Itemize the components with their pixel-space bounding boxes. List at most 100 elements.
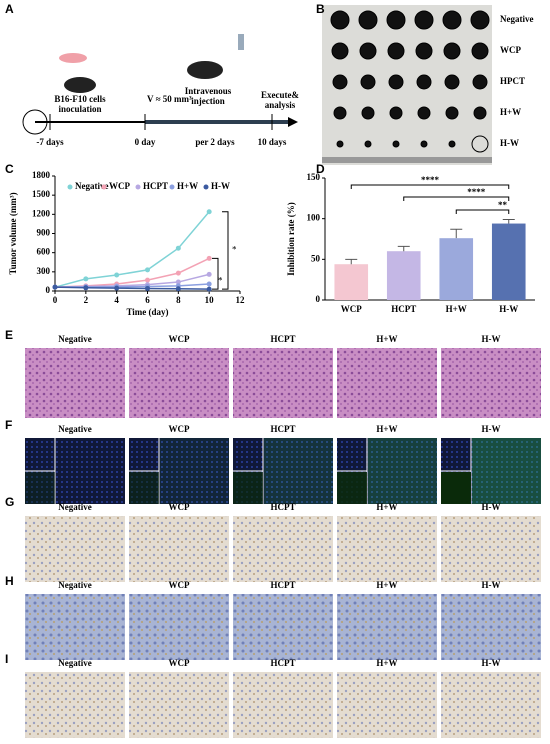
micrograph bbox=[25, 672, 125, 738]
group-label: HCPT bbox=[270, 502, 295, 512]
group-label: H-W bbox=[500, 138, 519, 148]
tumor bbox=[336, 140, 344, 148]
schematic bbox=[22, 34, 298, 135]
label: B16-F10 cells bbox=[54, 94, 106, 104]
y-tick-label: 1200 bbox=[32, 208, 51, 218]
green-channel bbox=[129, 472, 159, 504]
tumor bbox=[389, 106, 403, 120]
bar bbox=[334, 264, 369, 300]
legend-label: Negative bbox=[75, 181, 109, 191]
label: 10 days bbox=[258, 137, 287, 147]
y-tick-label: 1500 bbox=[32, 189, 51, 199]
group-label: H-W bbox=[482, 658, 501, 668]
legend-marker bbox=[169, 184, 175, 190]
y-tick-label: 300 bbox=[37, 266, 51, 276]
bracket bbox=[212, 257, 219, 290]
group-label: WCP bbox=[169, 580, 190, 590]
micrograph bbox=[441, 594, 541, 660]
group-label: H+W bbox=[500, 107, 521, 117]
y-tick-label: 0 bbox=[316, 294, 321, 304]
tumor bbox=[443, 42, 461, 60]
x-tick-label: 10 bbox=[205, 295, 215, 305]
micrograph bbox=[129, 594, 229, 660]
group-label: WCP bbox=[169, 334, 190, 344]
error-bar bbox=[345, 258, 358, 265]
micrograph bbox=[25, 516, 125, 582]
tumor bbox=[415, 42, 433, 60]
x-tick-label: 12 bbox=[236, 295, 246, 305]
point bbox=[175, 286, 181, 292]
group-label: Negative bbox=[58, 502, 92, 512]
tumor bbox=[442, 10, 462, 30]
panel-label: C bbox=[5, 162, 14, 176]
dish bbox=[59, 53, 87, 63]
bracket bbox=[350, 184, 510, 189]
label: per 2 days bbox=[195, 137, 235, 147]
x-tick-label: H-W bbox=[499, 304, 518, 314]
ruler bbox=[322, 157, 492, 163]
green-channel bbox=[233, 472, 263, 504]
point bbox=[206, 255, 212, 261]
micrograph bbox=[441, 516, 541, 582]
group-label: Negative bbox=[500, 14, 534, 24]
y-tick-label: 100 bbox=[307, 213, 321, 223]
group-label: H-W bbox=[482, 580, 501, 590]
point bbox=[206, 286, 212, 292]
legend-marker bbox=[67, 184, 73, 190]
micrograph bbox=[25, 348, 125, 418]
mouse-icon bbox=[64, 77, 96, 93]
series-line bbox=[54, 286, 210, 290]
arrow bbox=[288, 117, 298, 127]
y-tick-label: 150 bbox=[307, 172, 321, 182]
point bbox=[114, 272, 120, 278]
green-overlay bbox=[56, 438, 125, 504]
point bbox=[145, 285, 150, 291]
group-label: Negative bbox=[58, 334, 92, 344]
bar bbox=[491, 223, 526, 300]
tumor bbox=[471, 135, 489, 153]
y-tick-label: 1800 bbox=[32, 170, 51, 180]
micrograph bbox=[337, 516, 437, 582]
point bbox=[114, 285, 120, 291]
point bbox=[206, 209, 212, 215]
panel-label: H bbox=[5, 574, 14, 588]
group-label: H+W bbox=[376, 424, 397, 434]
label: analysis bbox=[265, 100, 296, 110]
point bbox=[83, 276, 89, 282]
point bbox=[52, 284, 58, 290]
legend-marker bbox=[135, 184, 141, 190]
micrograph bbox=[441, 348, 541, 418]
panel-label: G bbox=[5, 495, 14, 509]
bar bbox=[386, 251, 421, 300]
point bbox=[206, 271, 212, 277]
group-label: H+W bbox=[376, 502, 397, 512]
mouse-icon bbox=[187, 61, 223, 79]
group-label: H-W bbox=[482, 424, 501, 434]
tumor bbox=[445, 106, 459, 120]
series-line bbox=[54, 211, 210, 288]
group-label: HPCT bbox=[500, 76, 525, 86]
group-label: Negative bbox=[58, 580, 92, 590]
label: inoculation bbox=[58, 104, 101, 114]
x-tick-label: HCPT bbox=[391, 304, 416, 314]
micrograph bbox=[129, 348, 229, 418]
micrograph bbox=[337, 348, 437, 418]
significance: ** bbox=[498, 200, 508, 210]
tumor bbox=[414, 10, 434, 30]
micrograph bbox=[233, 516, 333, 582]
y-tick-label: 50 bbox=[311, 253, 321, 263]
tumor bbox=[470, 10, 490, 30]
x-tick-label: 4 bbox=[114, 295, 119, 305]
tumor bbox=[392, 140, 400, 148]
group-label: WCP bbox=[169, 424, 190, 434]
label: Intravenous bbox=[185, 86, 232, 96]
group-label: H-W bbox=[482, 502, 501, 512]
tumor bbox=[387, 42, 405, 60]
point bbox=[175, 270, 181, 276]
point bbox=[206, 281, 212, 287]
legend-label: WCP bbox=[109, 181, 130, 191]
group-label: H-W bbox=[482, 334, 501, 344]
x-tick-label: 0 bbox=[53, 295, 58, 305]
group-label: Negative bbox=[58, 424, 92, 434]
green-channel bbox=[441, 472, 471, 504]
